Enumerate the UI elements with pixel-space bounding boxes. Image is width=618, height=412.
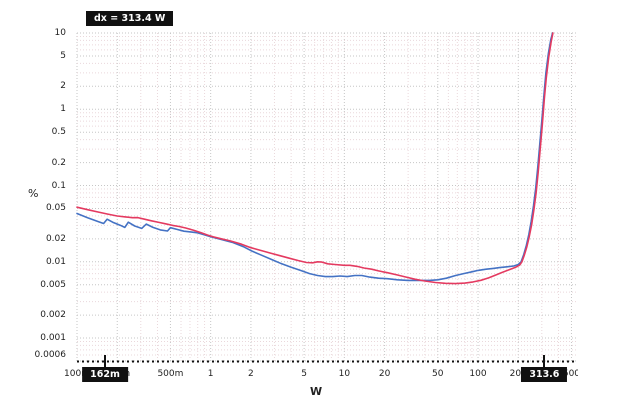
- cursor-dx-readout-badge: dx = 313.4 W: [86, 11, 174, 26]
- x-tick-label: 2: [248, 369, 254, 379]
- y-tick-label: 0.1: [51, 180, 66, 191]
- x-axis-unit-label: W: [310, 385, 323, 398]
- blue-trace: [76, 32, 554, 282]
- x-tick-label: 500m: [157, 369, 184, 379]
- plot-area: [76, 32, 577, 363]
- y-tick-label: 0.5: [51, 127, 66, 138]
- chart-canvas: [76, 32, 577, 363]
- x-tick-label: 100: [469, 369, 487, 379]
- left-cursor-tick[interactable]: [104, 355, 106, 368]
- right-cursor-value-badge[interactable]: 313.6: [521, 367, 568, 382]
- right-cursor-tick[interactable]: [543, 355, 546, 368]
- y-tick-label: 0.2: [51, 157, 66, 168]
- y-tick-label: 0.05: [45, 203, 66, 214]
- y-tick-label: 0.02: [45, 233, 66, 244]
- y-tick-label: 0.01: [45, 256, 66, 267]
- y-tick-label: 0.005: [40, 279, 66, 290]
- y-tick-label: 0.002: [40, 310, 66, 321]
- x-tick-label: 20: [378, 369, 391, 379]
- y-tick-label: 5: [60, 50, 66, 61]
- red-trace: [76, 32, 554, 285]
- x-tick-label: 10: [338, 369, 351, 379]
- x-tick-label: 5: [301, 369, 307, 379]
- y-tick-label: 0.001: [40, 333, 66, 344]
- x-tick-label: 50: [432, 369, 444, 379]
- y-tick-label: 10: [54, 28, 66, 38]
- y-tick-label: 0.0006: [34, 349, 67, 360]
- y-axis-unit-label: %: [28, 187, 39, 200]
- y-tick-label: 2: [60, 81, 66, 92]
- y-tick-label: 1: [60, 104, 66, 115]
- x-tick-label: 1: [207, 369, 214, 379]
- left-cursor-value-badge[interactable]: 162m: [82, 367, 128, 382]
